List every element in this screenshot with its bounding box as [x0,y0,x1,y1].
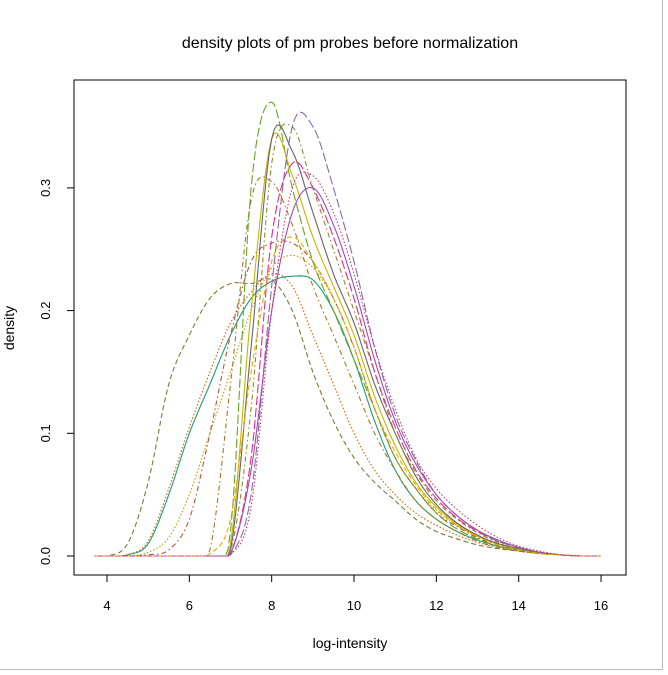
plot-box [73,79,627,576]
y-tick-label: 0.2 [38,302,53,320]
x-tick-label: 6 [186,598,193,613]
x-tick-label: 14 [511,598,525,613]
y-tick-label: 0.3 [38,179,53,197]
density-curve-14 [94,236,601,557]
density-curve-15 [94,171,601,557]
density-curve-5 [94,240,601,557]
x-tick-label: 8 [268,598,275,613]
y-axis-label: density [1,306,17,350]
y-tick-label: 0.1 [38,424,53,442]
density-curve-10 [94,123,601,557]
density-curve-4 [94,254,601,557]
density-curve-3 [94,273,601,557]
density-curve-1 [94,277,601,557]
density-curve-6 [94,176,601,557]
x-tick-label: 12 [429,598,443,613]
x-tick-label: 4 [103,598,110,613]
density-curve-13 [94,186,601,557]
density-curve-7 [94,101,601,557]
chart-title: density plots of pm probes before normal… [182,35,518,52]
density-curve-2 [94,275,601,557]
x-axis-label: log-intensity [313,635,388,651]
axes: 4 6 8 10 12 14 16 0.0 0.1 0.2 0.3 [38,179,608,613]
density-curve-9 [94,124,601,557]
x-tick-label: 16 [594,598,608,613]
density-curves [94,101,601,557]
density-curve-11 [94,161,601,557]
y-tick-label: 0.0 [38,547,53,565]
x-tick-label: 10 [347,598,361,613]
